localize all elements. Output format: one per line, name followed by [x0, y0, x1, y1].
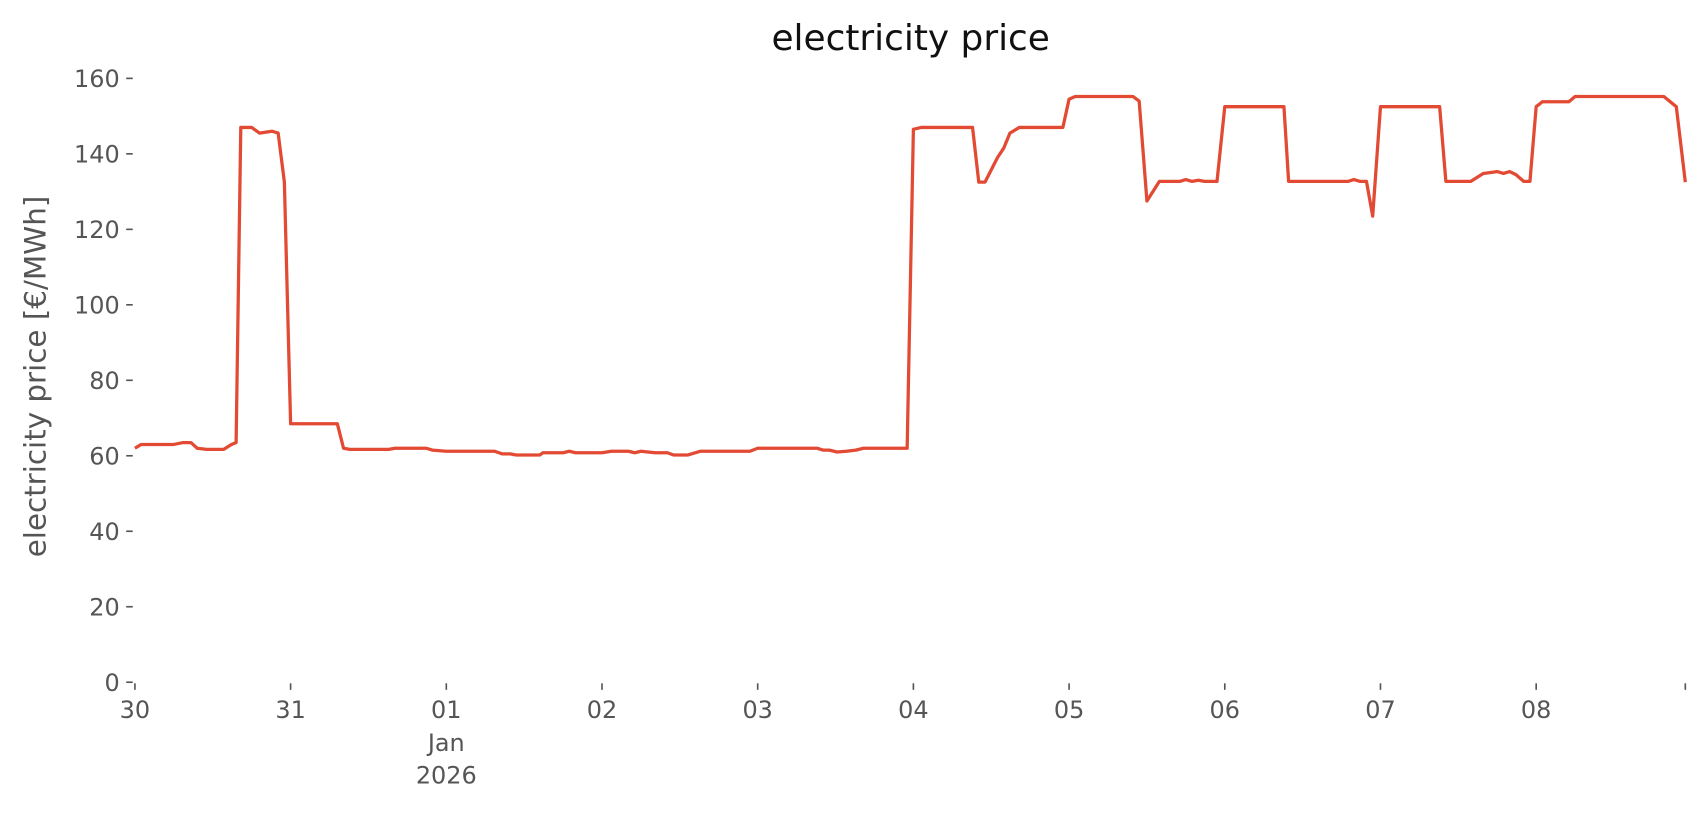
price-line	[134, 94, 1687, 457]
y-tick-label: 20	[89, 593, 119, 621]
x-tick-label: 04	[898, 697, 929, 725]
y-tick-label: 160	[74, 65, 120, 93]
x-tick-label-box: 04	[898, 697, 929, 725]
x-tick-label: 07	[1365, 697, 1396, 725]
x-tick-label-box: 31	[275, 697, 306, 725]
y-tick-label: 0	[104, 669, 119, 697]
x-tick-label-box: 01 Jan 2026	[415, 697, 477, 790]
x-tick-label-box: 07	[1365, 697, 1396, 725]
x-tick-label-box: 08	[1520, 697, 1552, 725]
x-tick-label-box: 02	[586, 697, 618, 725]
x-tick-label: 03	[742, 697, 773, 725]
y-axis-label: electricity price [€/MWh]	[19, 196, 53, 558]
x-tick-label-box: 05	[1053, 697, 1085, 725]
x-tick-label: 02	[586, 697, 618, 725]
x-tick-label: 05	[1053, 697, 1085, 725]
x-tick-label: 01 Jan 2026	[415, 697, 477, 790]
y-tick-label: 60	[89, 442, 119, 470]
x-tick-label-box: 03	[742, 697, 773, 725]
x-tick-label-box: 30	[119, 697, 151, 725]
x-tick-label: 31	[275, 697, 306, 725]
y-tick-label: 140	[74, 141, 120, 169]
y-tick-label: 80	[89, 367, 119, 395]
x-tick-label: 06	[1209, 697, 1241, 725]
y-tick-label: 100	[74, 292, 120, 320]
y-tick-label: 120	[74, 216, 120, 244]
y-tick-label: 40	[89, 518, 119, 546]
chart-title: electricity price	[771, 18, 1049, 59]
x-tick-label: 30	[119, 697, 151, 725]
x-tick-label-box: 06	[1209, 697, 1241, 725]
x-tick-label: 08	[1520, 697, 1552, 725]
